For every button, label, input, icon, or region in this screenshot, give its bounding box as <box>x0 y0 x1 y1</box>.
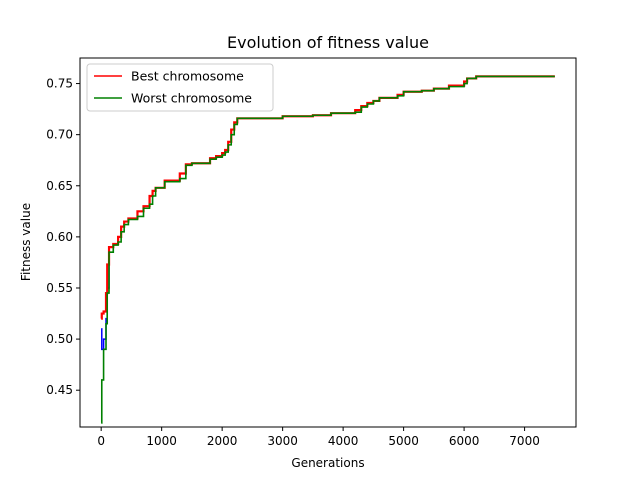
x-tick-label: 3000 <box>267 434 298 448</box>
y-axis: 0.45 0.50 0.55 0.60 0.65 0.70 0.75 <box>46 77 80 397</box>
series-line-worst <box>100 75 555 424</box>
series-line-best <box>100 75 555 320</box>
series-layer <box>100 75 555 424</box>
y-axis-label: Fitness value <box>19 203 33 281</box>
y-tick-label: 0.65 <box>46 179 73 193</box>
x-tick-label: 2000 <box>207 434 238 448</box>
y-tick-label: 0.55 <box>46 281 73 295</box>
x-tick-label: 4000 <box>328 434 359 448</box>
x-tick-label: 7000 <box>509 434 540 448</box>
x-tick-label: 0 <box>97 434 105 448</box>
x-axis-label: Generations <box>291 456 364 470</box>
y-tick-label: 0.45 <box>46 383 73 397</box>
y-tick-label: 0.60 <box>46 230 73 244</box>
legend: Best chromosome Worst chromosome <box>86 63 274 112</box>
y-tick-label: 0.70 <box>46 128 73 142</box>
plot-frame <box>79 57 577 428</box>
y-tick-label: 0.75 <box>46 77 73 91</box>
legend-box <box>86 63 274 112</box>
y-tick-label: 0.50 <box>46 332 73 346</box>
x-tick-label: 1000 <box>146 434 177 448</box>
x-tick-label: 6000 <box>449 434 480 448</box>
x-axis: 0 1000 2000 3000 4000 5000 6000 7000 <box>97 427 540 448</box>
chart-title: Evolution of fitness value <box>227 33 429 52</box>
plot-area <box>79 57 577 428</box>
x-tick-label: 5000 <box>388 434 419 448</box>
legend-label-worst: Worst chromosome <box>131 91 252 106</box>
legend-label-best: Best chromosome <box>131 69 244 84</box>
